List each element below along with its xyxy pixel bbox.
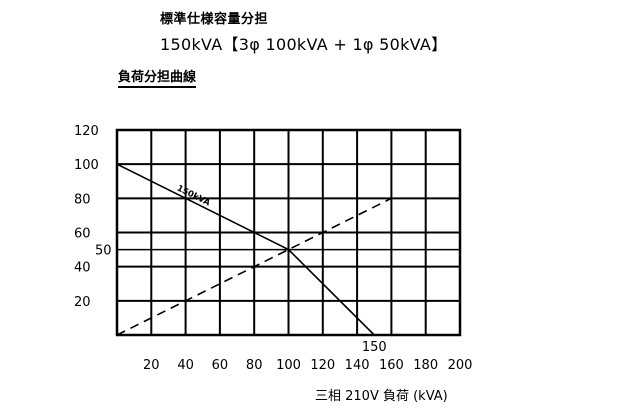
series-line-150kVA <box>116 163 375 336</box>
capacity-subtitle: 150kVA【3φ 100kVA + 1φ 50kVA】 <box>160 35 448 54</box>
x-tick-label: 20 <box>143 358 160 373</box>
x-tick-label: 140 <box>345 358 370 373</box>
y-tick-label-extra: 50 <box>95 244 112 259</box>
chart-title: 負荷分担曲線 <box>118 66 197 88</box>
y-tick-label: 120 <box>74 124 99 139</box>
y-tick-label: 40 <box>74 261 91 276</box>
y-tick-label: 100 <box>74 158 99 173</box>
series-line-dashed <box>116 197 392 336</box>
y-tick-label: 80 <box>74 192 91 207</box>
x-tick-label: 100 <box>276 358 301 373</box>
x-tick-label: 180 <box>413 358 438 373</box>
y-tick-label: 20 <box>74 295 91 310</box>
x-tick-label: 120 <box>310 358 335 373</box>
x-tick-label: 80 <box>246 358 263 373</box>
x-axis-title: 三相 210V 負荷 (kVA) <box>315 389 448 404</box>
x-tick-label-extra: 150 <box>362 340 387 355</box>
plot-frame <box>115 128 462 337</box>
x-tick-label: 160 <box>379 358 404 373</box>
x-tick-label: 40 <box>177 358 194 373</box>
y-tick-label: 60 <box>74 227 91 242</box>
chart-grid <box>115 128 462 337</box>
page-title: 標準仕様容量分担 <box>160 12 269 27</box>
tick-labels: 20 40 60 80 100 120 140 160 180 200 20 40 60 80 100 120… <box>74 124 472 373</box>
x-tick-label: 60 <box>212 358 229 373</box>
x-tick-label: 200 <box>448 358 473 373</box>
